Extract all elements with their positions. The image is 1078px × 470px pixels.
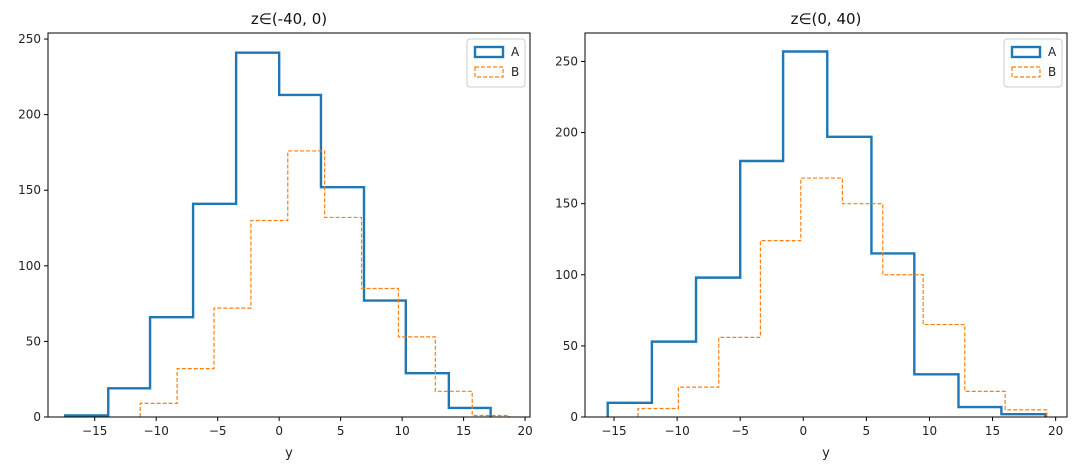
x-tick-label: −10 <box>144 424 169 438</box>
y-tick-label: 50 <box>563 339 578 353</box>
legend: AB <box>466 38 526 88</box>
x-axis-label: y <box>285 446 293 461</box>
legend-box <box>1003 38 1063 88</box>
y-tick-label: 0 <box>570 410 578 424</box>
legend-swatch-B <box>1011 66 1041 78</box>
x-tick-label: 0 <box>799 424 807 438</box>
y-tick-label: 150 <box>555 197 578 211</box>
legend-label-B: B <box>1048 65 1056 79</box>
y-tick-label: 0 <box>33 410 41 424</box>
x-tick-label: 5 <box>337 424 345 438</box>
y-tick-label: 250 <box>18 32 41 46</box>
series-B-step-outline <box>139 150 510 417</box>
x-tick-label: −15 <box>601 424 626 438</box>
x-tick-label: 10 <box>922 424 937 438</box>
x-tick-label: 20 <box>517 424 532 438</box>
x-tick-label: 15 <box>985 424 1000 438</box>
plot-area <box>48 33 530 417</box>
x-tick-label: 10 <box>394 424 409 438</box>
legend-label-A: A <box>511 45 520 59</box>
y-tick-label: 200 <box>555 126 578 140</box>
x-tick-label: 5 <box>863 424 871 438</box>
legend-swatch-A <box>473 45 505 59</box>
x-tick-label: 20 <box>1048 424 1063 438</box>
series-B-step-outline <box>637 177 1048 417</box>
x-tick-label: −5 <box>731 424 749 438</box>
legend-box <box>466 38 526 88</box>
x-tick-label: 0 <box>275 424 283 438</box>
x-axis-label: y <box>822 446 830 461</box>
series-A-step-outline <box>64 51 492 417</box>
x-tick-label: −5 <box>209 424 227 438</box>
legend-label-B: B <box>511 65 519 79</box>
y-tick-label: 200 <box>18 108 41 122</box>
legend-swatch-A <box>1010 45 1042 59</box>
y-tick-label: 50 <box>26 334 41 348</box>
series-A-step-outline <box>606 50 1047 417</box>
y-tick-label: 100 <box>18 259 41 273</box>
y-tick-label: 250 <box>555 54 578 68</box>
x-tick-label: −15 <box>82 424 107 438</box>
legend-label-A: A <box>1048 45 1057 59</box>
legend-swatch-B <box>474 66 504 78</box>
legend: AB <box>1003 38 1063 88</box>
x-tick-label: 15 <box>456 424 471 438</box>
y-tick-label: 100 <box>555 268 578 282</box>
x-tick-label: −10 <box>664 424 689 438</box>
subplot-title: z∈(0, 40) <box>791 10 862 28</box>
y-tick-label: 150 <box>18 183 41 197</box>
plot-area <box>585 33 1067 417</box>
axes-frame <box>584 32 1068 418</box>
axes-frame <box>47 32 531 418</box>
subplot-title: z∈(-40, 0) <box>251 10 327 28</box>
